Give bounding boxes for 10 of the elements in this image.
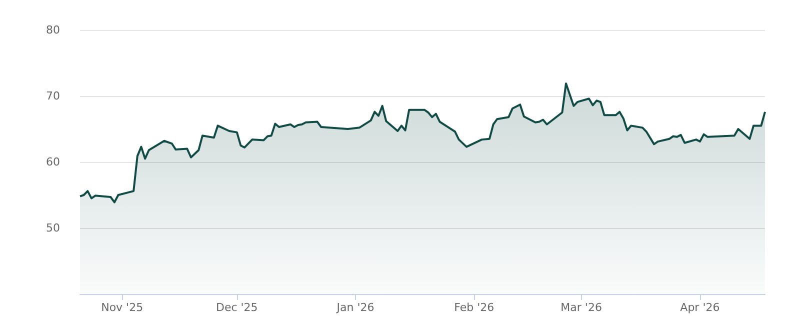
x-tick-label: Mar '26: [560, 301, 602, 314]
x-tick-label: Apr '26: [680, 301, 720, 314]
y-tick-label: 80: [46, 24, 60, 36]
y-tick-label: 70: [46, 90, 60, 102]
y-tick-label: 60: [46, 156, 60, 168]
y-tick-label: 50: [46, 222, 60, 234]
x-tick-label: Dec '25: [216, 301, 258, 314]
x-tick-label: Feb '26: [454, 301, 494, 314]
x-tick-label: Nov '25: [101, 301, 144, 314]
x-tick-label: Jan '26: [336, 301, 374, 314]
